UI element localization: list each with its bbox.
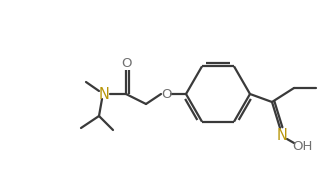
Text: O: O xyxy=(161,87,171,101)
Text: N: N xyxy=(99,86,110,102)
Text: OH: OH xyxy=(292,141,312,153)
Text: N: N xyxy=(277,129,288,143)
Text: O: O xyxy=(121,56,131,70)
